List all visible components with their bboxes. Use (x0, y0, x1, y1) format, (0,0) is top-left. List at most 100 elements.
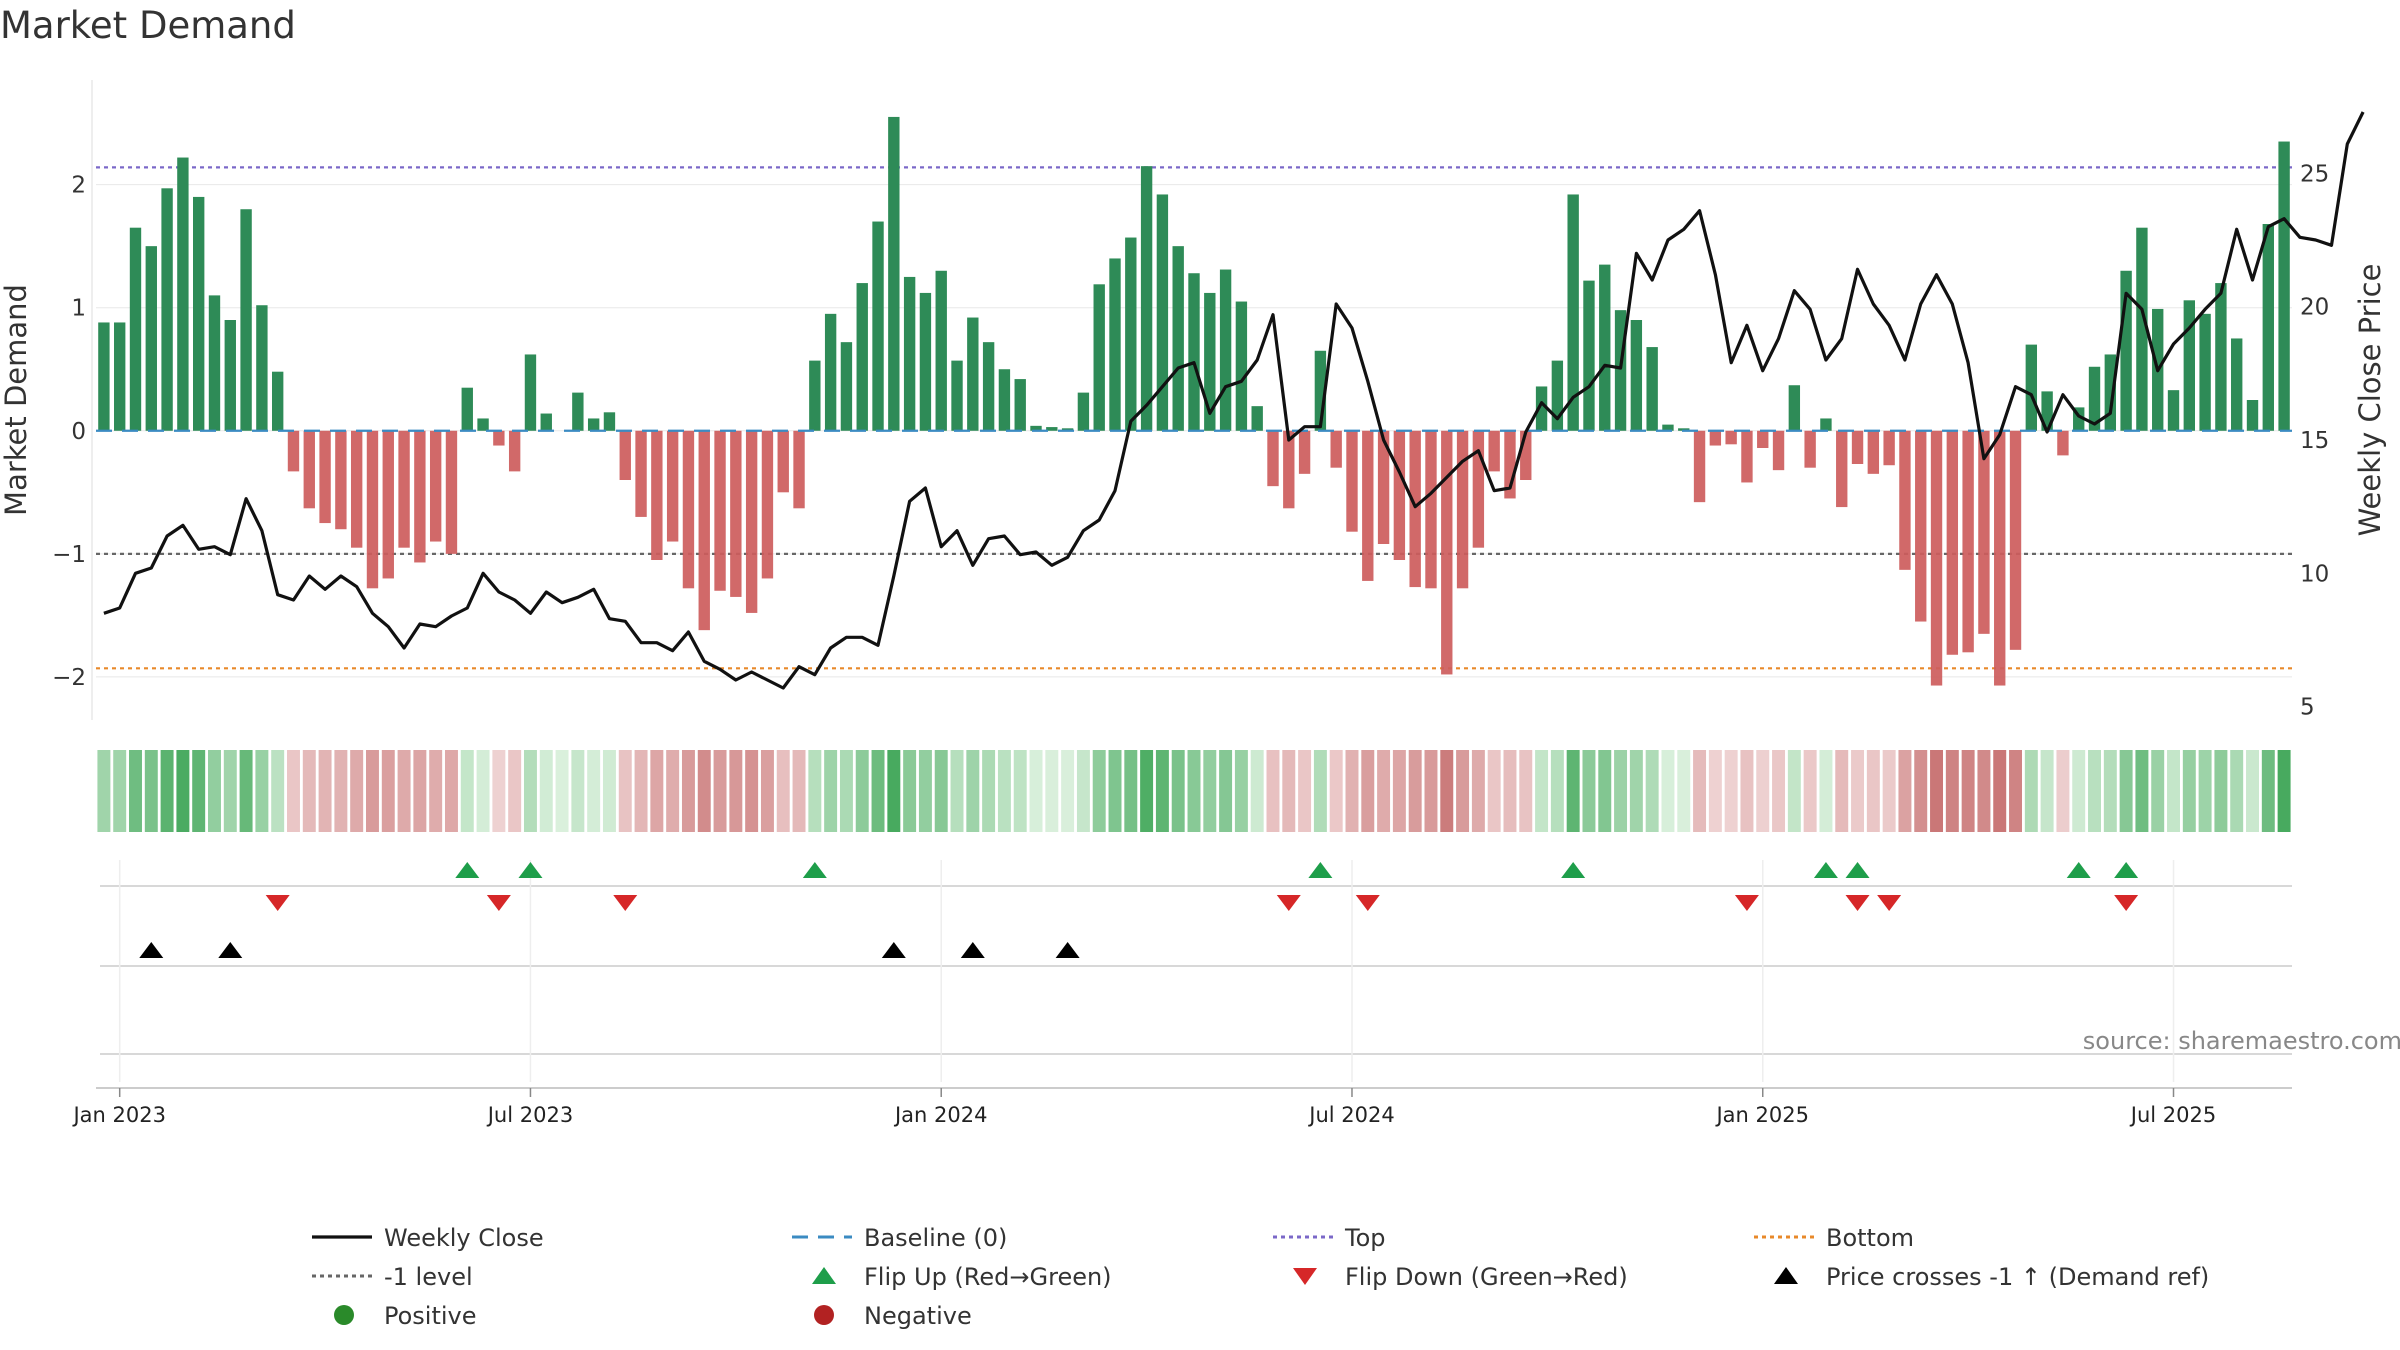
legend-item: Bottom (1754, 1224, 1914, 1252)
heat-cell (1645, 750, 1659, 832)
heat-cell (1961, 750, 1975, 832)
demand-bar (1441, 430, 1453, 675)
heat-cell (429, 750, 443, 832)
demand-bar (903, 276, 916, 431)
demand-bar (1709, 430, 1722, 446)
y2-tick-label: 25 (2300, 161, 2329, 187)
demand-bar (1930, 430, 1943, 686)
heat-cell (271, 750, 285, 832)
demand-bar (1551, 360, 1564, 431)
heat-cell (1061, 750, 1075, 832)
demand-bar (1172, 246, 1184, 431)
demand-bar (730, 430, 742, 597)
heat-cell (113, 750, 127, 832)
heat-cell (476, 750, 490, 832)
demand-bar (319, 430, 331, 524)
demand-bar (1899, 430, 1911, 570)
heat-cell (1566, 750, 1580, 832)
demand-bar (1946, 430, 1959, 655)
flip-down-marker (2114, 895, 2139, 911)
heat-cell (571, 750, 585, 832)
heat-cell (350, 750, 364, 832)
heat-cell (1219, 750, 1233, 832)
demand-bar (2057, 430, 2069, 456)
demand-bar (2215, 283, 2227, 431)
demand-bar (1456, 430, 1469, 589)
y2-tick-label: 5 (2300, 695, 2315, 721)
heat-cell (1503, 750, 1517, 832)
heat-cell (634, 750, 648, 832)
demand-bar (1314, 350, 1327, 431)
heat-cell (1234, 750, 1248, 832)
heat-cell (1045, 750, 1059, 832)
heat-cell (1772, 750, 1786, 832)
flip-up-marker (802, 862, 827, 878)
price-cross-marker (1055, 942, 1080, 958)
demand-bar (603, 412, 616, 431)
legend-item: Negative (814, 1302, 972, 1330)
demand-bar (587, 418, 600, 431)
heat-cell (1329, 750, 1343, 832)
heat-cell (129, 750, 142, 832)
legend-item: Baseline (0) (792, 1224, 1007, 1252)
flip-up-marker (455, 862, 480, 878)
demand-bar (714, 430, 726, 591)
heat-cell (192, 750, 206, 832)
heat-cell (1582, 750, 1596, 832)
demand-bar (2183, 300, 2195, 431)
legend-item: Flip Up (Red→Green) (812, 1263, 1112, 1291)
heat-cell (1361, 750, 1375, 832)
heat-cell (2246, 750, 2259, 832)
demand-bar (1362, 430, 1374, 581)
heat-cell (2040, 750, 2054, 832)
heat-cell (1013, 750, 1027, 832)
demand-bar (745, 430, 758, 613)
demand-bar (1046, 427, 1058, 431)
heat-cell (2072, 750, 2086, 832)
heat-cell (950, 750, 964, 832)
legend-item: Flip Down (Green→Red) (1293, 1263, 1628, 1291)
demand-bar (1188, 273, 1200, 431)
demand-bar (967, 317, 979, 431)
demand-bar (1678, 428, 1690, 431)
y-tick-label: −2 (52, 665, 86, 691)
heat-cell (760, 750, 774, 832)
x-tick-label: Jan 2023 (71, 1103, 166, 1127)
heat-cell (2182, 750, 2196, 832)
heat-cell (808, 750, 822, 832)
heat-cell (1092, 750, 1106, 832)
weekly-close-line (103, 111, 2365, 690)
demand-bar (998, 369, 1011, 431)
legend-label: Flip Down (Green→Red) (1345, 1263, 1628, 1291)
heat-cell (1155, 750, 1169, 832)
demand-bar (793, 430, 805, 509)
heat-cell (1882, 750, 1896, 832)
demand-bar (224, 320, 236, 431)
heat-cell (1171, 750, 1185, 832)
heat-cell (1266, 750, 1280, 832)
heat-cell (287, 750, 300, 832)
heat-cell (97, 750, 111, 832)
heat-cell (1535, 750, 1549, 832)
price-cross-marker (218, 942, 243, 958)
y-tick-label: 0 (71, 419, 86, 445)
heat-cell (2088, 750, 2101, 832)
heat-cell (697, 750, 711, 832)
heat-cell (855, 750, 869, 832)
flip-up-marker (1308, 862, 1333, 878)
heat-cell (1519, 750, 1533, 832)
heat-cell (1756, 750, 1770, 832)
demand-bar (1630, 320, 1643, 431)
legend-label: Flip Up (Red→Green) (864, 1263, 1112, 1291)
demand-bar (572, 392, 584, 431)
heat-cell (887, 750, 901, 832)
event-markers (100, 860, 2292, 1089)
heat-cell (1740, 750, 1754, 832)
heat-cell (208, 750, 221, 832)
demand-bar (114, 322, 126, 431)
heat-cell (255, 750, 269, 832)
demand-bar (1520, 430, 1532, 480)
demand-bar (1472, 430, 1485, 548)
heat-cell (492, 750, 506, 832)
heat-cell (397, 750, 411, 832)
